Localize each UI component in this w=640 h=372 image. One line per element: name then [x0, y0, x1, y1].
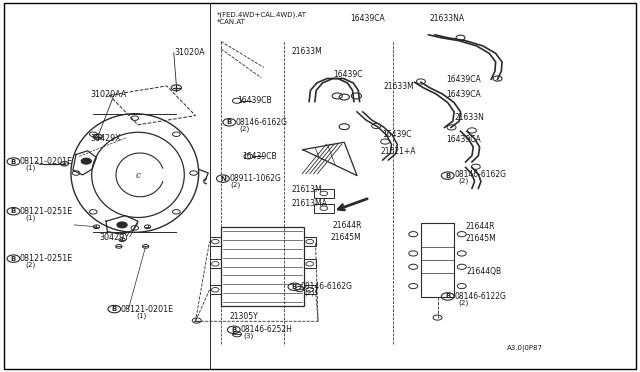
Text: A3.0|0P87: A3.0|0P87 — [506, 345, 543, 352]
Text: B: B — [11, 158, 16, 164]
Circle shape — [81, 158, 92, 164]
Text: 08121-0251E: 08121-0251E — [20, 254, 73, 263]
Text: N: N — [220, 176, 226, 182]
Text: 08146-6162G: 08146-6162G — [454, 170, 506, 179]
Bar — [209, 285, 221, 294]
Text: 21644R: 21644R — [466, 221, 495, 231]
Text: 30429X: 30429X — [90, 134, 121, 143]
Text: *CAN.AT: *CAN.AT — [216, 19, 245, 25]
Text: B: B — [11, 256, 16, 262]
Text: 08121-0201E: 08121-0201E — [121, 305, 174, 314]
Text: 08146-6162G: 08146-6162G — [301, 282, 353, 291]
Text: 16439CB: 16439CB — [242, 152, 276, 161]
Bar — [209, 237, 221, 246]
Text: 21644QB: 21644QB — [467, 267, 502, 276]
Text: 16439C: 16439C — [333, 70, 362, 79]
Bar — [304, 259, 316, 268]
Circle shape — [117, 222, 127, 228]
Text: 30429Y: 30429Y — [99, 232, 129, 242]
Text: 16439CA: 16439CA — [447, 135, 481, 144]
Text: B: B — [227, 119, 232, 125]
Text: 21644R: 21644R — [333, 221, 362, 230]
Text: 16439CA: 16439CA — [447, 90, 481, 99]
Text: 08121-0251E: 08121-0251E — [20, 207, 73, 216]
Text: (3): (3) — [243, 333, 253, 339]
Text: 21633M: 21633M — [384, 82, 415, 91]
Text: B: B — [112, 306, 117, 312]
Text: 16439CA: 16439CA — [351, 14, 385, 23]
Text: (2): (2) — [25, 262, 35, 268]
Text: 08146-6162G: 08146-6162G — [236, 119, 288, 128]
Text: 16439CA: 16439CA — [447, 75, 481, 84]
Text: B: B — [292, 284, 297, 290]
Bar — [304, 237, 316, 246]
Text: (2): (2) — [230, 181, 241, 188]
Text: 21645M: 21645M — [466, 234, 497, 243]
Text: 08121-0201E: 08121-0201E — [20, 157, 73, 166]
Text: (2): (2) — [458, 299, 468, 306]
Text: 08911-1062G: 08911-1062G — [229, 174, 281, 183]
Text: B: B — [11, 208, 16, 214]
Text: 08146-6252H: 08146-6252H — [240, 325, 292, 334]
Text: (1): (1) — [25, 214, 35, 221]
Text: B: B — [231, 327, 236, 333]
Text: (1): (1) — [25, 164, 35, 171]
Text: (2): (2) — [239, 126, 250, 132]
Text: 21633NA: 21633NA — [430, 14, 465, 23]
Text: 16439CB: 16439CB — [237, 96, 271, 105]
Bar — [314, 204, 334, 213]
Text: 21305Y: 21305Y — [229, 312, 258, 321]
Bar — [314, 189, 334, 198]
Text: 21613M: 21613M — [292, 185, 323, 194]
Text: 21613MA: 21613MA — [292, 199, 328, 208]
Text: 08146-6122G: 08146-6122G — [454, 292, 506, 301]
Bar — [304, 285, 316, 294]
Text: 21645M: 21645M — [330, 233, 361, 243]
Text: B: B — [445, 173, 451, 179]
Text: c: c — [136, 171, 141, 180]
Text: 21621+A: 21621+A — [381, 147, 416, 156]
Text: 16439C: 16439C — [383, 130, 412, 140]
Text: B: B — [445, 294, 451, 299]
Text: *(FED.4WD+CAL.4WD).AT: *(FED.4WD+CAL.4WD).AT — [216, 12, 307, 18]
Text: 31020A: 31020A — [174, 48, 205, 57]
Text: 21633N: 21633N — [454, 113, 484, 122]
Text: (1): (1) — [136, 312, 147, 318]
Text: (2): (2) — [305, 289, 315, 296]
Text: (2): (2) — [458, 177, 468, 184]
Bar — [221, 227, 304, 307]
Bar — [209, 259, 221, 268]
Text: 21633M: 21633M — [292, 47, 323, 56]
Bar — [421, 223, 454, 297]
Text: 31020AA: 31020AA — [90, 90, 127, 99]
